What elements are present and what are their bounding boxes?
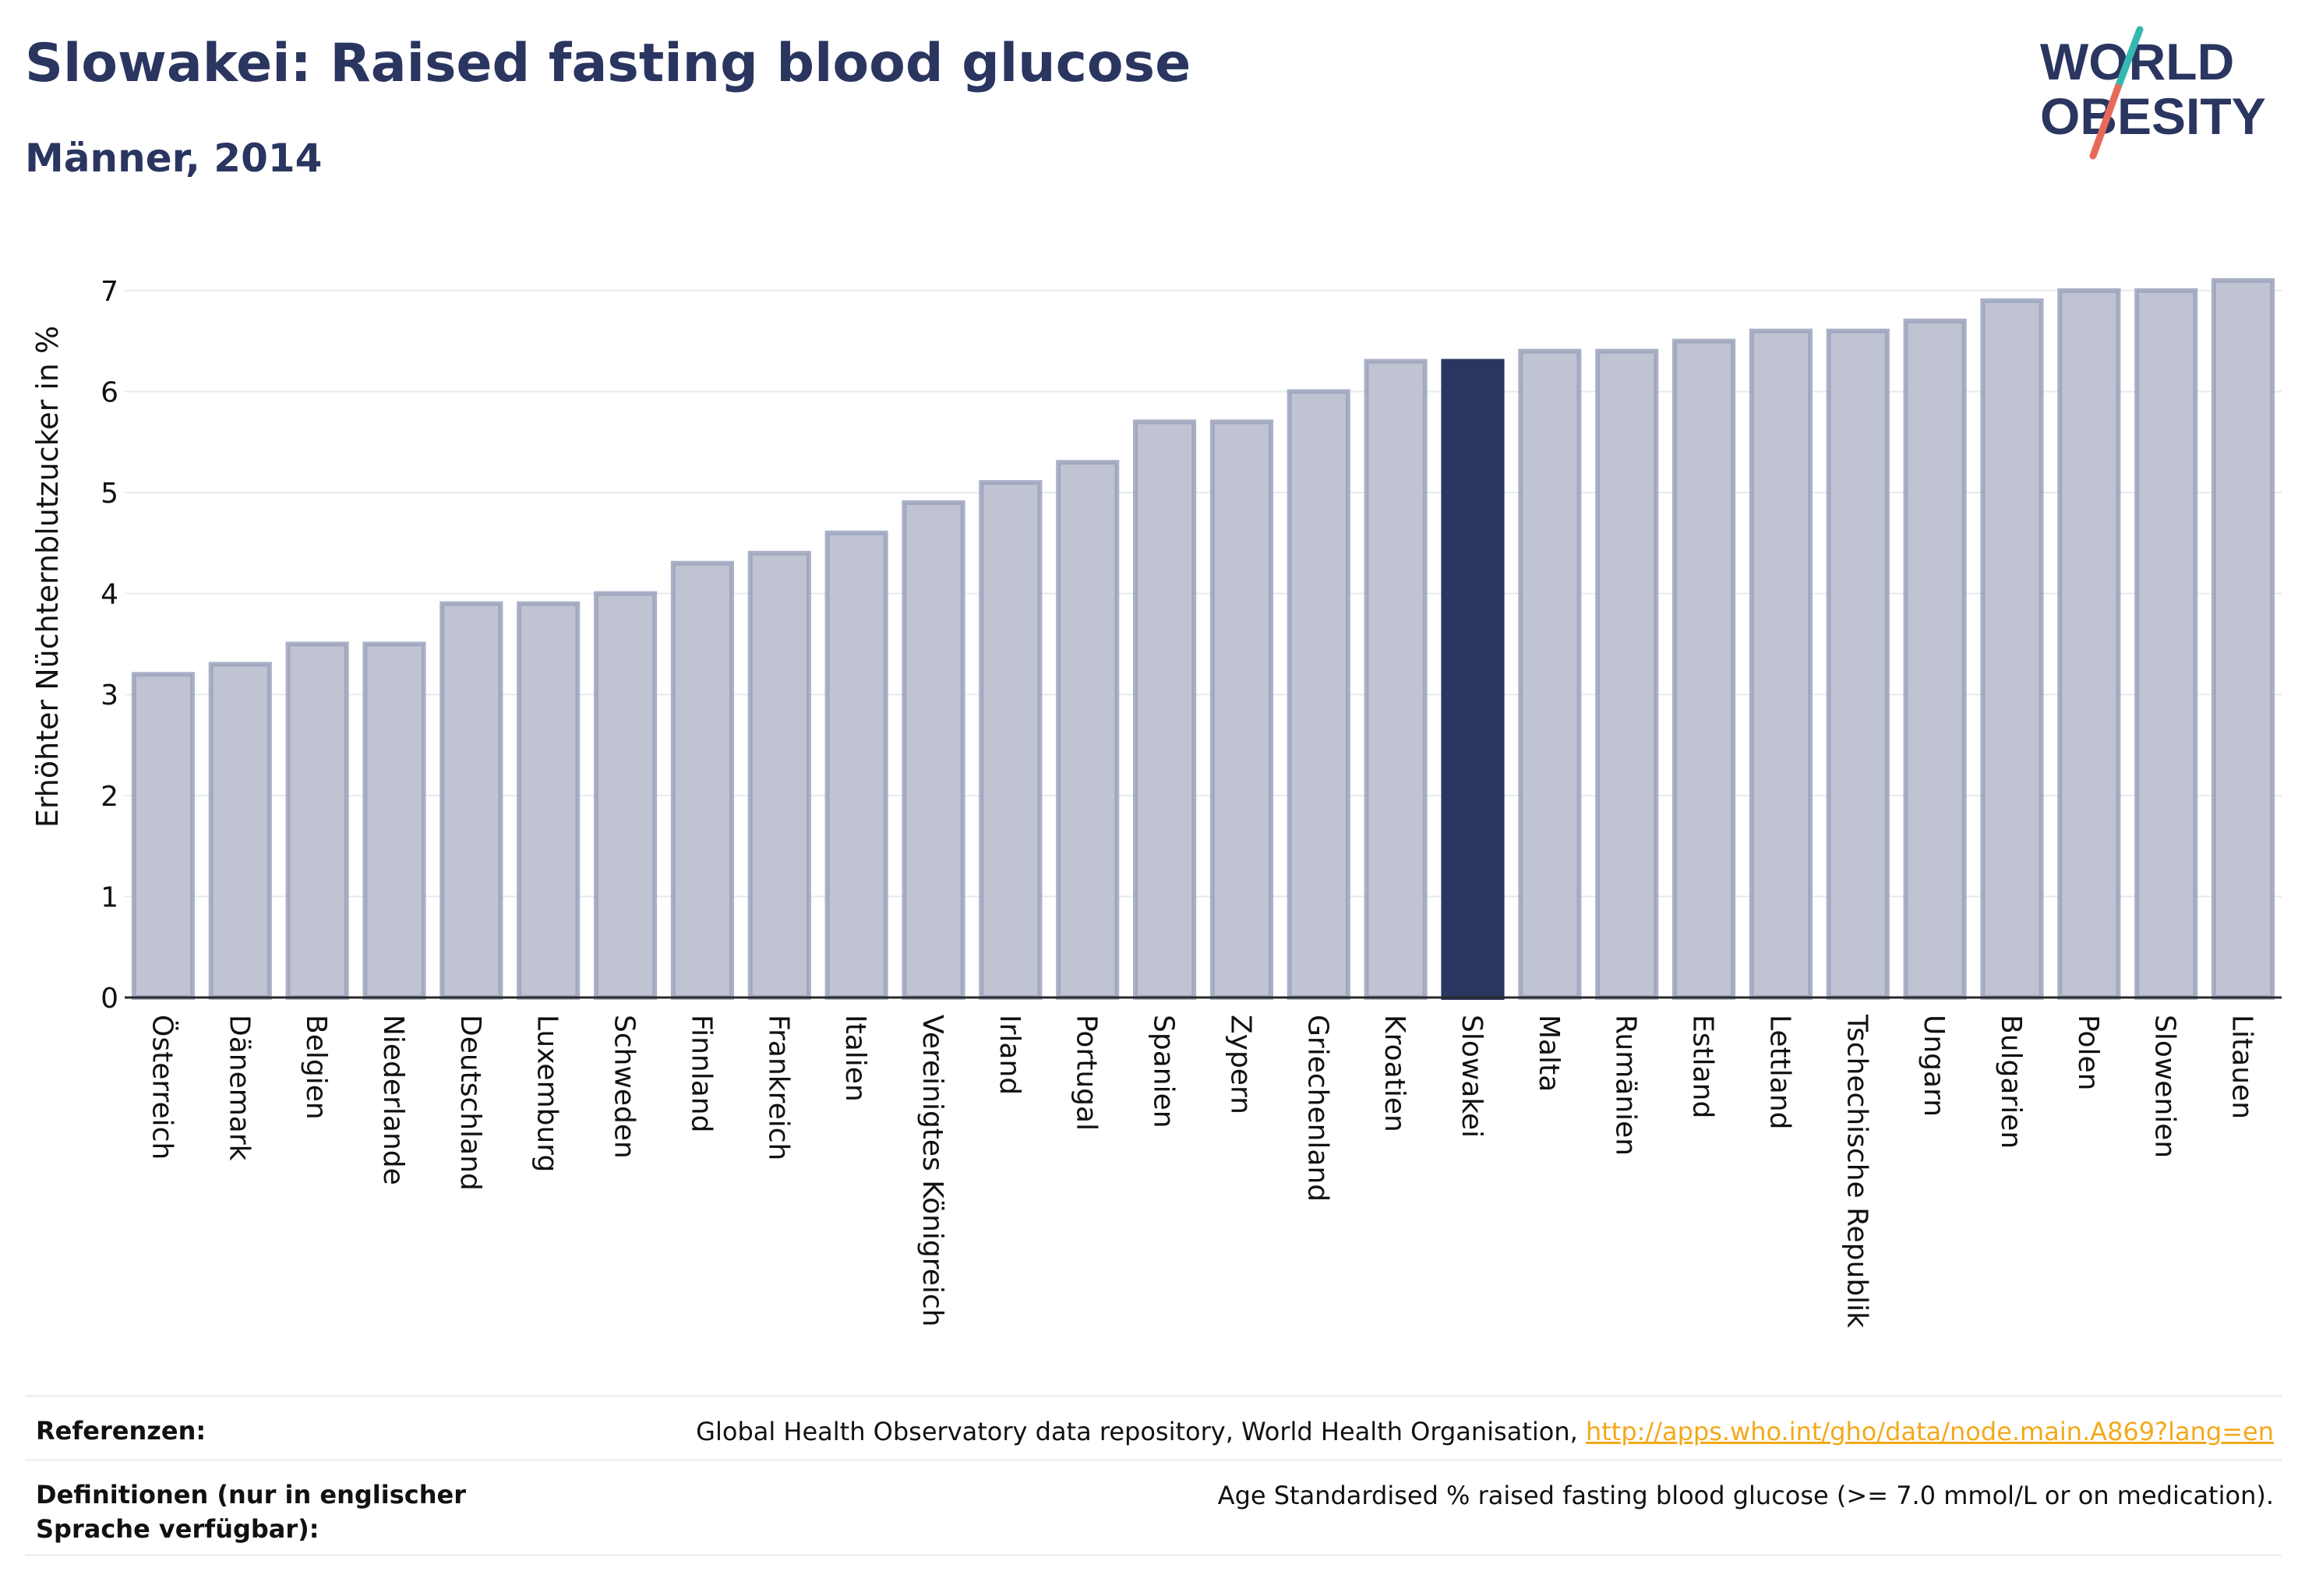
footer-divider-top [25, 1395, 2282, 1397]
references-link[interactable]: http://apps.who.int/gho/data/node.main.A… [1585, 1417, 2274, 1446]
x-tick-label: Schweden [609, 1015, 641, 1159]
bar [1364, 358, 1428, 1000]
bar [1826, 328, 1890, 1000]
x-tick-label: Ungarn [1918, 1015, 1950, 1117]
y-axis-label: Erhöhter Nüchternblutzucker in % [30, 326, 65, 828]
bar [131, 672, 195, 1000]
x-tick-label: Tschechische Republik [1841, 1014, 1873, 1328]
references-text: Global Health Observatory data repositor… [696, 1417, 1586, 1446]
bar [1749, 328, 1813, 1000]
bar-chart: 0 1 2 3 4 5 6 7 Österreich Dänemark Belgien Nieder… [30, 276, 2282, 1328]
x-tick-label: Irland [994, 1015, 1025, 1095]
bar [747, 550, 811, 1000]
x-tick-label: Slowakei [1456, 1015, 1488, 1138]
x-axis-labels: Österreich Dänemark Belgien Niederlande Deut… [146, 1014, 2257, 1328]
bar [208, 662, 272, 1000]
bar [594, 591, 658, 1000]
logo-slash-teal [2114, 26, 2144, 91]
x-tick-label: Italien [839, 1015, 871, 1102]
bar [670, 560, 734, 1000]
bar [1056, 460, 1120, 1000]
bar [1672, 338, 1736, 1001]
bar [1903, 318, 1967, 1000]
y-tick-label: 7 [101, 276, 118, 308]
references-label: Referenzen: [36, 1416, 206, 1446]
definitions-value: Age Standardised % raised fasting blood … [1217, 1481, 2274, 1510]
x-tick-label: Griechenland [1301, 1015, 1333, 1202]
bar [2134, 288, 2198, 1000]
chart-title: Slowakei: Raised fasting blood glucose [25, 33, 1191, 94]
bar [1209, 419, 1273, 1000]
bar [362, 641, 426, 1000]
bar [2211, 277, 2275, 1001]
x-tick-label: Finnland [685, 1015, 717, 1132]
x-tick-label: Kroatien [1378, 1015, 1410, 1132]
x-tick-label: Zypern [1224, 1015, 1256, 1114]
bar [1980, 298, 2044, 1000]
bar [517, 601, 581, 1000]
x-tick-label: Portugal [1071, 1015, 1103, 1131]
footer-divider-middle [25, 1459, 2282, 1461]
definitions-label: Definitionen (nur in englischer Sprache … [36, 1480, 466, 1544]
bar [2057, 288, 2121, 1000]
y-tick-label: 6 [101, 376, 118, 408]
x-tick-label: Litauen [2226, 1015, 2258, 1119]
x-tick-label: Frankreich [762, 1015, 794, 1160]
logo-text-obesity: OBESITY [2040, 87, 2266, 145]
bar [1518, 348, 1582, 1000]
references-value: Global Health Observatory data repositor… [696, 1417, 2274, 1446]
x-tick-label: Deutschland [454, 1015, 486, 1191]
y-tick-label: 1 [101, 881, 118, 913]
x-tick-label: Rumänien [1610, 1015, 1642, 1156]
bars [131, 277, 2275, 1001]
bar-highlighted [1441, 358, 1505, 1000]
y-axis-ticks: 0 1 2 3 4 5 6 7 [101, 276, 118, 1015]
logo-slash-coral [2089, 83, 2122, 160]
x-tick-label: Malta [1533, 1015, 1565, 1092]
bar [285, 641, 349, 1000]
x-tick-label: Vereinigtes Königreich [916, 1015, 948, 1327]
x-tick-label: Luxemburg [531, 1015, 563, 1172]
x-tick-label: Belgien [300, 1015, 332, 1120]
bar [1287, 389, 1350, 1000]
y-tick-label: 4 [101, 579, 118, 611]
x-tick-label: Spanien [1148, 1015, 1180, 1128]
bar [1595, 348, 1659, 1000]
bar [1133, 419, 1197, 1000]
y-tick-label: 2 [101, 781, 118, 813]
y-tick-label: 5 [101, 478, 118, 510]
bar [824, 530, 888, 1000]
world-obesity-logo: WORLD OBESITY [2040, 26, 2266, 160]
x-tick-label: Österreich [146, 1015, 178, 1160]
x-tick-label: Bulgarien [1995, 1015, 2027, 1149]
y-tick-label: 3 [101, 680, 118, 711]
x-tick-label: Slowenien [2149, 1015, 2181, 1158]
x-tick-label: Lettland [1763, 1015, 1795, 1130]
chart-subtitle: Männer, 2014 [25, 136, 323, 181]
footer-divider-bottom [25, 1554, 2282, 1556]
bar [979, 480, 1043, 1000]
y-tick-label: 0 [101, 983, 118, 1015]
x-tick-label: Polen [2072, 1015, 2104, 1090]
x-tick-label: Estland [1687, 1015, 1719, 1118]
bar [439, 601, 503, 1000]
x-tick-label: Dänemark [223, 1015, 255, 1161]
bar [902, 500, 965, 1000]
x-tick-label: Niederlande [377, 1015, 409, 1185]
